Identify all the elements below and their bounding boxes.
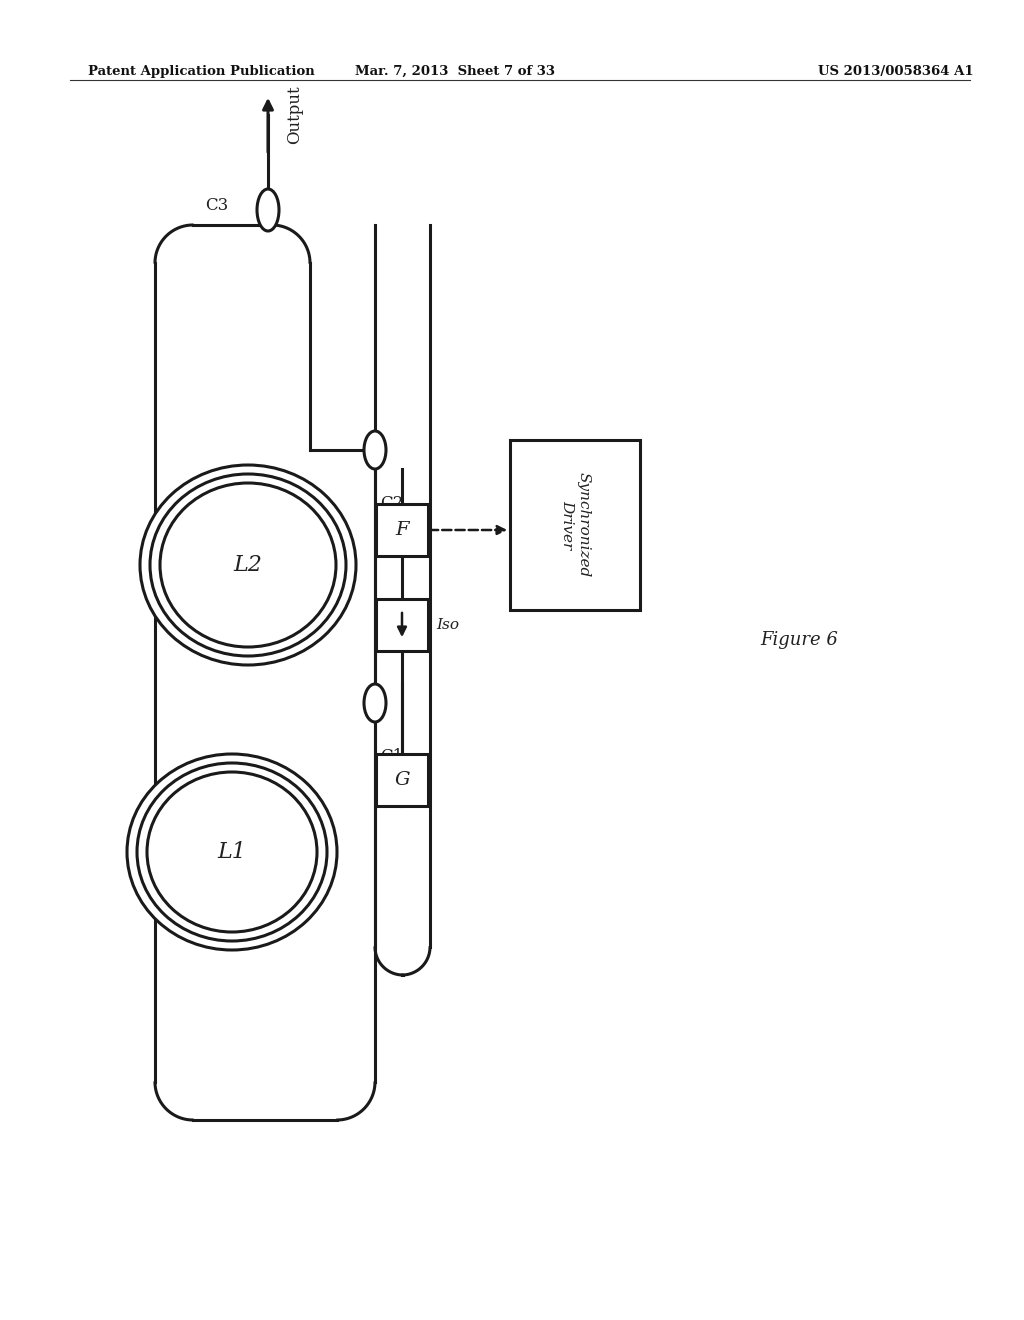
Ellipse shape — [140, 465, 356, 665]
Ellipse shape — [364, 684, 386, 722]
Text: L2: L2 — [233, 554, 262, 576]
FancyBboxPatch shape — [376, 754, 428, 807]
Text: L1: L1 — [217, 841, 247, 863]
Text: Figure 6: Figure 6 — [760, 631, 838, 649]
Polygon shape — [155, 224, 375, 1119]
Ellipse shape — [364, 432, 386, 469]
Text: C1: C1 — [380, 748, 403, 766]
Text: F: F — [395, 521, 409, 539]
Text: C3: C3 — [205, 197, 228, 214]
Ellipse shape — [127, 754, 337, 950]
Text: Iso: Iso — [436, 618, 459, 632]
FancyBboxPatch shape — [376, 599, 428, 651]
Text: Mar. 7, 2013  Sheet 7 of 33: Mar. 7, 2013 Sheet 7 of 33 — [355, 65, 555, 78]
FancyBboxPatch shape — [376, 504, 428, 556]
Text: Synchronized
Driver: Synchronized Driver — [560, 473, 590, 578]
Polygon shape — [375, 224, 430, 975]
Text: G: G — [394, 771, 410, 789]
Text: Patent Application Publication: Patent Application Publication — [88, 65, 314, 78]
Text: C2: C2 — [380, 495, 403, 512]
Ellipse shape — [257, 189, 279, 231]
Text: US 2013/0058364 A1: US 2013/0058364 A1 — [818, 65, 974, 78]
Text: Output: Output — [286, 86, 303, 144]
FancyBboxPatch shape — [510, 440, 640, 610]
